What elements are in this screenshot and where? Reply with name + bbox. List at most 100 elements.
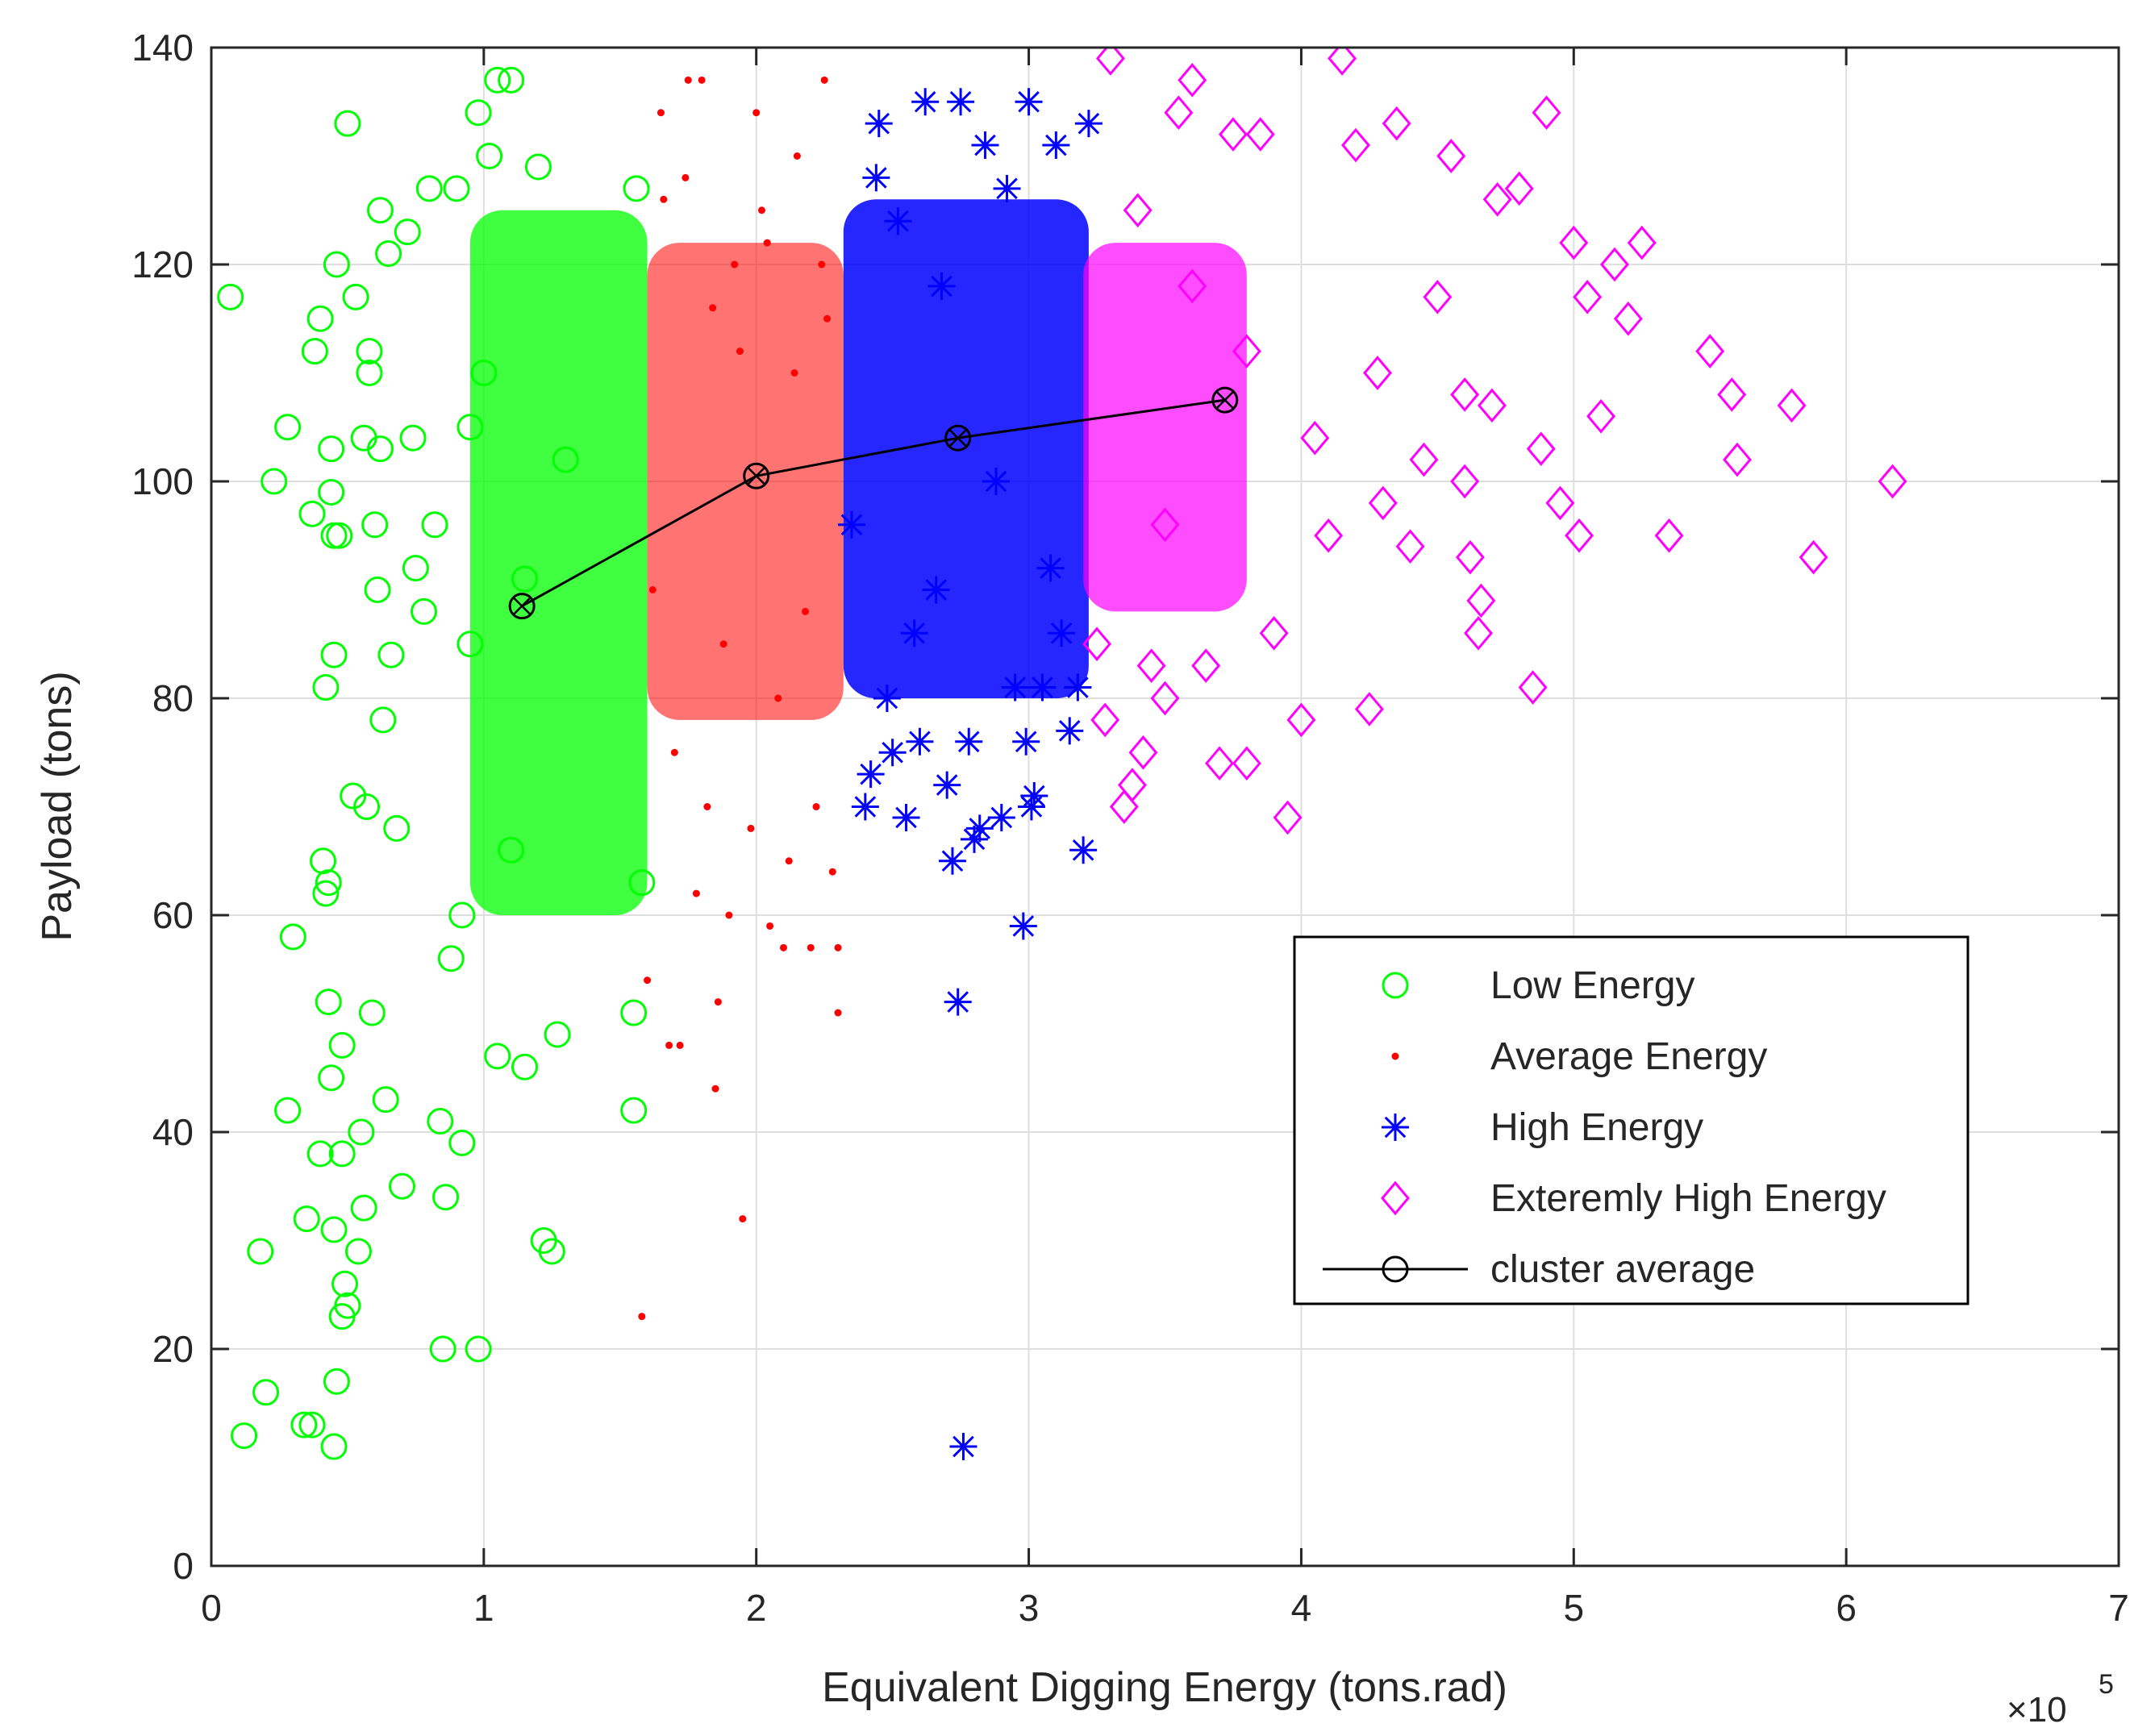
data-points (217, 48, 1907, 1461)
point-series-2 (857, 760, 885, 789)
point-series-3 (1878, 464, 1907, 499)
point-series-1 (684, 76, 692, 84)
point-series-0 (623, 175, 650, 202)
point-series-1 (682, 173, 690, 181)
legend-label: Low Energy (1490, 964, 1694, 1007)
point-series-0 (356, 360, 383, 386)
point-series-1 (757, 206, 765, 214)
dense-cluster-clouds (469, 199, 1247, 915)
point-series-1 (657, 109, 665, 117)
point-series-0 (476, 143, 503, 169)
point-series-1 (725, 911, 733, 919)
point-series-0 (375, 240, 402, 268)
y-tick-label: 40 (152, 1111, 194, 1153)
point-series-0 (421, 511, 448, 539)
x-tick-label: 6 (1836, 1587, 1857, 1629)
point-series-2 (1017, 793, 1045, 821)
point-series-2 (947, 88, 975, 116)
point-series-1 (736, 348, 744, 356)
point-series-2 (837, 510, 865, 539)
point-series-0 (312, 880, 340, 907)
cluster-average-point (743, 462, 770, 489)
point-series-3 (1328, 48, 1357, 76)
point-series-0 (306, 1140, 334, 1168)
point-series-3 (1363, 356, 1392, 390)
y-tick-label: 100 (131, 460, 194, 502)
point-series-0 (366, 435, 394, 463)
point-series-2 (933, 771, 961, 799)
point-series-3 (1586, 398, 1616, 434)
point-series-3 (1300, 420, 1330, 456)
point-series-1 (785, 857, 793, 865)
point-series-0 (348, 1118, 375, 1146)
cluster-average-path (521, 398, 1226, 607)
x-tick-label: 7 (2108, 1587, 2129, 1629)
point-series-1 (820, 76, 828, 84)
point-series-3 (1695, 334, 1725, 368)
point-series-0 (247, 1238, 274, 1265)
point-series-1 (719, 640, 727, 648)
point-series-3 (1095, 48, 1125, 76)
point-series-3 (1259, 615, 1289, 651)
point-series-0 (323, 251, 350, 278)
point-series-0 (511, 565, 539, 593)
point-series-3 (1273, 800, 1303, 835)
point-series-0 (320, 641, 348, 668)
legend: Low Energy Average Energy High Energy Exter… (1293, 935, 1970, 1305)
x-tick-label: 1 (473, 1587, 494, 1629)
y-tick-label: 80 (152, 677, 194, 719)
point-series-3 (1205, 746, 1235, 781)
legend-box (1293, 935, 1970, 1305)
point-series-1 (638, 1313, 646, 1321)
point-series-3 (1777, 388, 1807, 423)
cluster-average-point (508, 593, 536, 620)
point-series-0 (470, 360, 498, 386)
point-series-0 (402, 555, 429, 582)
point-series-3 (1477, 388, 1507, 423)
point-series-0 (298, 500, 326, 527)
point-series-3 (1409, 442, 1439, 477)
point-series-3 (1368, 485, 1398, 521)
point-series-2 (987, 803, 1015, 831)
point-series-0 (290, 1411, 318, 1438)
point-series-1 (790, 369, 798, 377)
point-series-0 (279, 923, 306, 951)
point-series-0 (411, 597, 438, 625)
point-series-2 (961, 825, 988, 853)
point-series-3 (1717, 377, 1747, 412)
point-series-3 (1450, 377, 1480, 412)
point-series-0 (456, 414, 484, 441)
point-series-0 (369, 706, 397, 734)
point-series-2 (1069, 836, 1098, 864)
point-series-1 (665, 1041, 673, 1049)
point-series-1 (818, 260, 826, 269)
point-series-0 (312, 674, 340, 701)
point-series-3 (1314, 518, 1344, 553)
point-series-3 (1136, 648, 1166, 683)
point-series-3 (1232, 334, 1261, 368)
point-series-2 (1036, 554, 1065, 582)
point-series-0 (620, 1097, 648, 1124)
legend-entry-4: cluster average (1323, 1248, 1755, 1291)
point-series-2 (927, 272, 956, 300)
point-series-0 (315, 989, 342, 1016)
point-series-3 (1232, 746, 1261, 781)
point-series-1 (793, 152, 801, 160)
point-series-2 (873, 685, 901, 712)
point-series-0 (372, 1086, 399, 1114)
point-series-1 (698, 76, 706, 84)
point-series-2 (1042, 131, 1070, 160)
point-series-1 (648, 586, 657, 593)
legend-entry-1: Average Energy (1391, 1035, 1767, 1078)
point-series-0 (344, 1238, 372, 1265)
point-series-2 (878, 739, 907, 767)
point-series-0 (298, 1411, 326, 1438)
point-series-0 (538, 1238, 565, 1265)
point-series-0 (427, 1108, 454, 1135)
point-series-2 (884, 207, 912, 235)
point-series-0 (318, 1064, 345, 1092)
point-series-3 (1395, 529, 1425, 564)
point-series-3 (1436, 139, 1466, 173)
y-tick-label: 0 (173, 1545, 194, 1587)
legend-marker (1382, 1255, 1409, 1283)
